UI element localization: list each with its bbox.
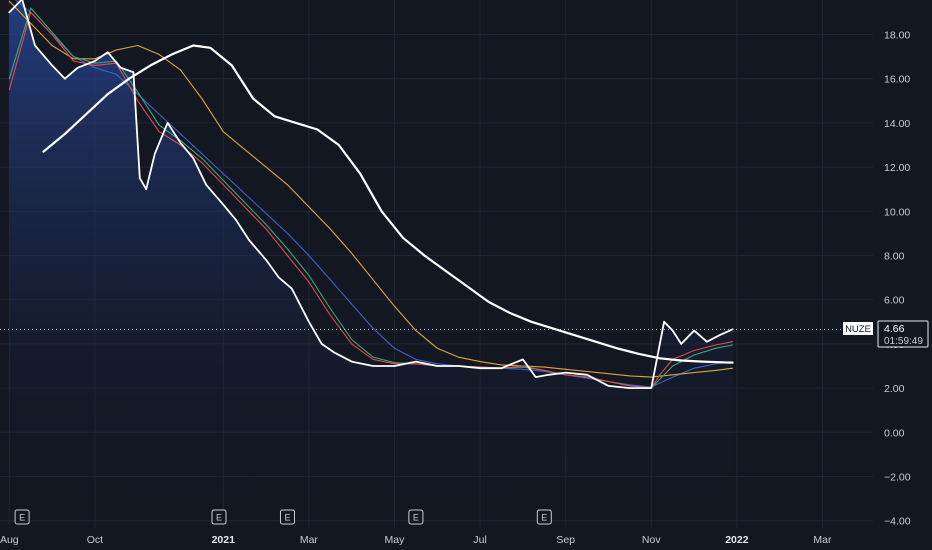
earnings-marker[interactable]: E [279, 509, 295, 525]
y-tick-label: 0.00 [884, 427, 905, 439]
earnings-marker-label: E [413, 513, 419, 523]
last-price-value: 4.66 [884, 323, 905, 335]
earnings-marker[interactable]: E [408, 509, 424, 525]
y-tick-label: 2.00 [884, 383, 905, 395]
y-axis-ticks: 18.0016.0014.0012.0010.008.006.004.002.0… [884, 30, 911, 528]
symbol-label: NUZE [843, 322, 873, 335]
y-tick-label: 8.00 [884, 251, 905, 263]
y-tick-label: 16.00 [884, 74, 910, 86]
price-area-fill [9, 0, 733, 528]
price-tag: 4.66 01:59:49 [877, 320, 929, 348]
y-tick-label: 10.00 [884, 206, 910, 218]
price-tag-box [877, 320, 929, 348]
earnings-marker[interactable]: E [14, 509, 30, 525]
earnings-marker-box [14, 509, 30, 525]
symbol-tag-box [843, 322, 873, 335]
y-tick-label: 14.00 [884, 118, 910, 130]
x-tick-label: Oct [87, 534, 103, 546]
x-tick-label: Mar [300, 534, 319, 546]
x-tick-label: Jul [473, 534, 486, 546]
series-line-price [8, 0, 734, 390]
x-tick-label: 2022 [725, 534, 749, 546]
earnings-marker-box [536, 509, 552, 525]
y-tick-label: 6.00 [884, 295, 905, 307]
earnings-marker-box [408, 509, 424, 525]
y-tick-label: 12.00 [884, 162, 910, 174]
x-tick-label: Mar [813, 534, 832, 546]
series-line-ma-long-white [42, 44, 734, 364]
y-tick-label: −4.00 [884, 516, 911, 528]
earnings-marker[interactable]: E [536, 509, 552, 525]
x-tick-label: Sep [556, 534, 575, 546]
earnings-marker-box [211, 509, 227, 525]
earnings-marker-label: E [216, 513, 222, 523]
earnings-marker-label: E [541, 513, 547, 523]
x-tick-label: 2021 [212, 534, 236, 546]
x-tick-label: Aug [0, 534, 19, 546]
x-tick-label: Nov [642, 534, 661, 546]
time-axis[interactable] [0, 528, 932, 550]
earnings-marker-label: E [19, 513, 25, 523]
series-layer [8, 0, 734, 390]
earnings-marker[interactable]: E [211, 509, 227, 525]
series-line-ma-slow-orange [8, 0, 734, 378]
y-tick-label: −2.00 [884, 472, 911, 484]
symbol-tag-text: NUZE [845, 324, 871, 335]
y-tick-label: 18.00 [884, 30, 910, 42]
price-axis[interactable] [873, 0, 932, 550]
bar-countdown: 01:59:49 [884, 336, 923, 347]
earnings-marker-label: E [284, 513, 290, 523]
earnings-marker-box [279, 509, 295, 525]
x-axis-ticks: Aug Oct 2021 Mar May Jul Sep Nov 2022 Mar [0, 534, 832, 546]
x-tick-label: May [385, 534, 406, 546]
